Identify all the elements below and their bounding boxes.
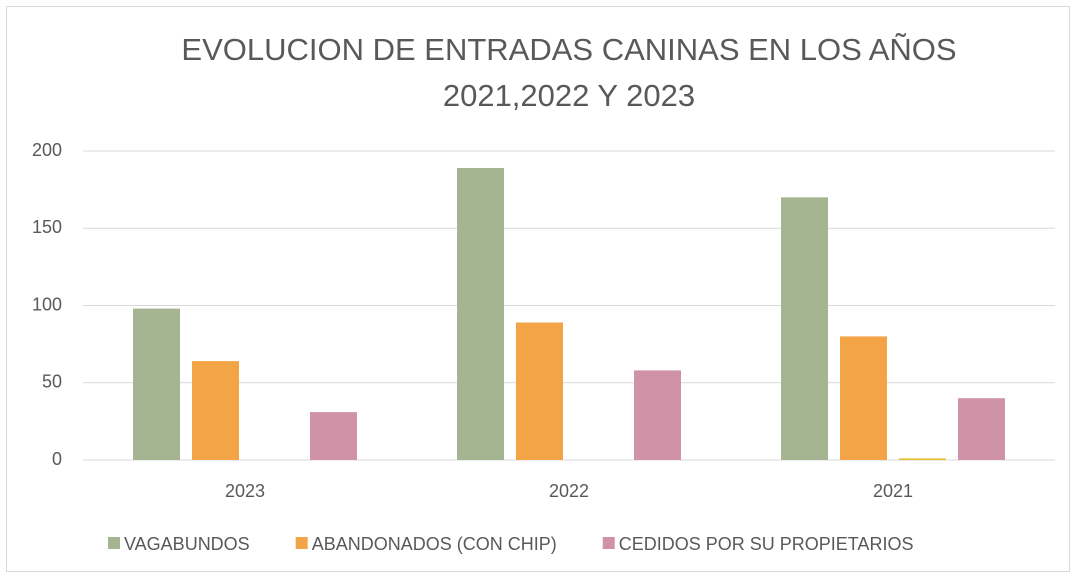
y-tick-label: 50 xyxy=(42,372,62,392)
bar xyxy=(310,412,357,460)
y-tick-label: 150 xyxy=(32,217,62,237)
legend-label: ABANDONADOS (CON CHIP) xyxy=(312,534,557,554)
bar xyxy=(516,322,563,460)
bar xyxy=(457,167,504,460)
chart-border xyxy=(6,6,1070,572)
legend-swatch xyxy=(602,537,615,549)
legend-swatch xyxy=(108,537,120,549)
bar xyxy=(133,308,180,460)
legend-label: CEDIDOS POR SU PROPIETARIOS xyxy=(619,534,914,554)
bar xyxy=(781,197,828,460)
x-tick-label: 2023 xyxy=(225,481,265,501)
bar xyxy=(958,398,1005,460)
bar xyxy=(634,370,681,460)
legend-label: VAGABUNDOS xyxy=(124,534,250,554)
y-tick-label: 200 xyxy=(32,140,62,160)
bar xyxy=(840,336,887,460)
y-tick-label: 0 xyxy=(52,449,62,469)
bar xyxy=(192,361,239,460)
legend-swatch xyxy=(295,537,308,549)
y-tick-label: 100 xyxy=(32,294,62,314)
chart-title: 2021,2022 Y 2023 xyxy=(443,78,695,113)
x-tick-label: 2022 xyxy=(549,481,589,501)
x-tick-label: 2021 xyxy=(873,481,913,501)
chart-title: EVOLUCION DE ENTRADAS CANINAS EN LOS AÑO… xyxy=(181,32,956,67)
bar xyxy=(899,458,946,460)
